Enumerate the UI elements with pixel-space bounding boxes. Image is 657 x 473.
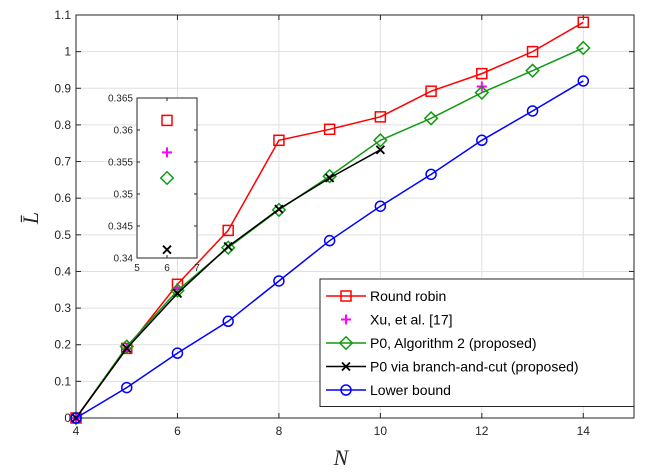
data-point <box>373 132 388 148</box>
data-point <box>271 202 287 218</box>
y-tick-label: 0.7 <box>54 155 71 169</box>
data-point <box>423 111 439 126</box>
data-point <box>323 234 336 247</box>
x-tick-label: 8 <box>276 424 283 438</box>
legend-label: Lower bound <box>370 382 451 398</box>
legend-label: P0 via branch-and-cut (proposed) <box>370 359 579 375</box>
y-tick-label: 0.9 <box>54 81 71 95</box>
data-point <box>476 134 488 147</box>
y-tick-label: 0.4 <box>54 264 71 278</box>
data-point <box>374 200 387 212</box>
data-point <box>324 173 335 183</box>
series-line <box>75 47 584 419</box>
legend-marker <box>341 361 351 372</box>
y-tick-label: 0.6 <box>54 191 71 205</box>
data-point <box>222 224 234 237</box>
series-4 <box>70 75 590 424</box>
inset-x-tick-label: 7 <box>194 263 200 274</box>
data-point <box>273 134 285 147</box>
data-point <box>425 85 437 97</box>
inset-y-tick-label: 0.345 <box>108 222 133 233</box>
data-point <box>274 204 284 214</box>
legend-marker <box>341 314 351 325</box>
data-point <box>273 275 285 287</box>
y-axis-label: L̄ <box>18 212 43 225</box>
data-point <box>170 283 185 298</box>
inset-data-point <box>162 245 172 255</box>
inset-plot: 0.34 0.345 0.35 0.355 0.36 0.365 5 6 7 <box>108 94 200 275</box>
data-point <box>474 85 490 100</box>
data-point <box>374 111 387 123</box>
legend-marker <box>340 290 352 302</box>
plot-frame <box>75 14 635 419</box>
x-tick-label: 14 <box>577 424 591 438</box>
y-tick-label: 0 <box>64 411 71 425</box>
inset-y-tick-label: 0.35 <box>114 190 134 201</box>
data-point <box>526 105 539 117</box>
series-3 <box>71 145 386 423</box>
legend-box <box>319 278 635 407</box>
inset-data-point <box>161 114 173 127</box>
data-point <box>171 347 184 359</box>
data-point <box>526 45 539 58</box>
legend-marker <box>338 335 354 351</box>
data-point <box>120 381 133 394</box>
data-point <box>525 63 540 78</box>
data-point <box>122 343 132 354</box>
legend-label: Xu, et al. [17] <box>370 312 453 328</box>
data-point <box>577 16 590 29</box>
data-point <box>575 40 591 56</box>
main-plot: 4 6 8 10 12 14 0 0.1 0.2 0.3 0.4 0.5 0.6 0.7 0.8 0.9 1 1.… <box>54 8 635 438</box>
data-point <box>70 412 82 424</box>
data-point <box>222 315 234 328</box>
data-point <box>172 288 183 299</box>
inset-y-tick-label: 0.355 <box>108 158 133 169</box>
inset-data-point <box>162 147 172 158</box>
data-point <box>323 123 336 136</box>
x-tick-label: 4 <box>73 424 80 438</box>
data-point <box>223 241 233 252</box>
data-point <box>577 75 590 87</box>
x-tick-label: 6 <box>174 424 181 438</box>
inset-data-point <box>159 170 175 186</box>
inset-y-tick-label: 0.36 <box>114 126 134 137</box>
y-tick-label: 1.1 <box>54 8 71 22</box>
y-tick-label: 0.5 <box>54 228 71 242</box>
series-line <box>75 21 584 419</box>
x-axis-label: N <box>333 445 350 470</box>
data-point <box>425 168 437 181</box>
legend-marker <box>340 384 352 396</box>
x-tick-label: 10 <box>374 424 388 438</box>
inset-y-tick-label: 0.34 <box>114 254 134 265</box>
y-tick-label: 0.8 <box>54 118 71 132</box>
data-point <box>375 145 386 155</box>
inset-frame <box>136 97 198 259</box>
legend-label: Round robin <box>370 288 446 304</box>
y-tick-label: 0.1 <box>54 374 71 388</box>
legend: Round robin Xu, et al. [17] P0, Algorithm … <box>319 278 635 407</box>
x-tick-label: 12 <box>475 424 489 438</box>
y-tick-label: 0.2 <box>54 338 71 352</box>
inset-x-tick-label: 6 <box>164 263 170 274</box>
data-point <box>322 168 337 184</box>
y-tick-label: 1 <box>64 45 71 59</box>
inset-y-tick-label: 0.365 <box>108 94 133 105</box>
y-tick-label: 0.3 <box>54 301 71 315</box>
inset-x-tick-label: 5 <box>134 263 140 274</box>
series-line <box>75 80 584 419</box>
legend-label: P0, Algorithm 2 (proposed) <box>370 335 537 351</box>
data-point <box>476 67 488 80</box>
data-point <box>220 240 236 255</box>
